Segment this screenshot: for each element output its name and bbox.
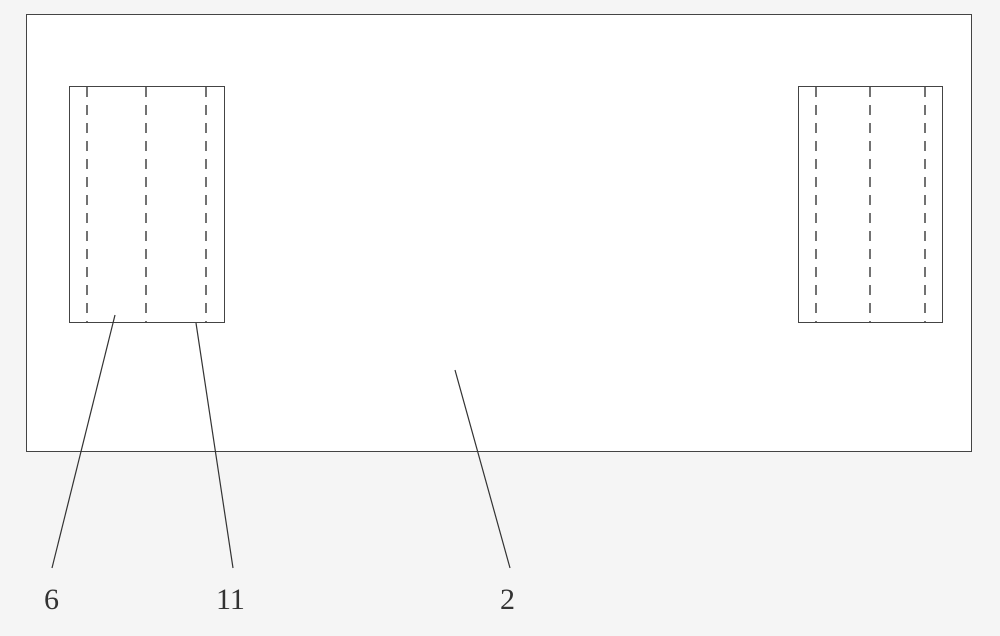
callout-label-11: 11 xyxy=(216,585,245,615)
callout-label-6: 6 xyxy=(44,585,59,615)
callout-label-2: 2 xyxy=(500,585,515,615)
inner-rect-left xyxy=(69,86,225,323)
inner-rect-right xyxy=(798,86,943,323)
diagram-canvas: 6 11 2 xyxy=(0,0,1000,636)
